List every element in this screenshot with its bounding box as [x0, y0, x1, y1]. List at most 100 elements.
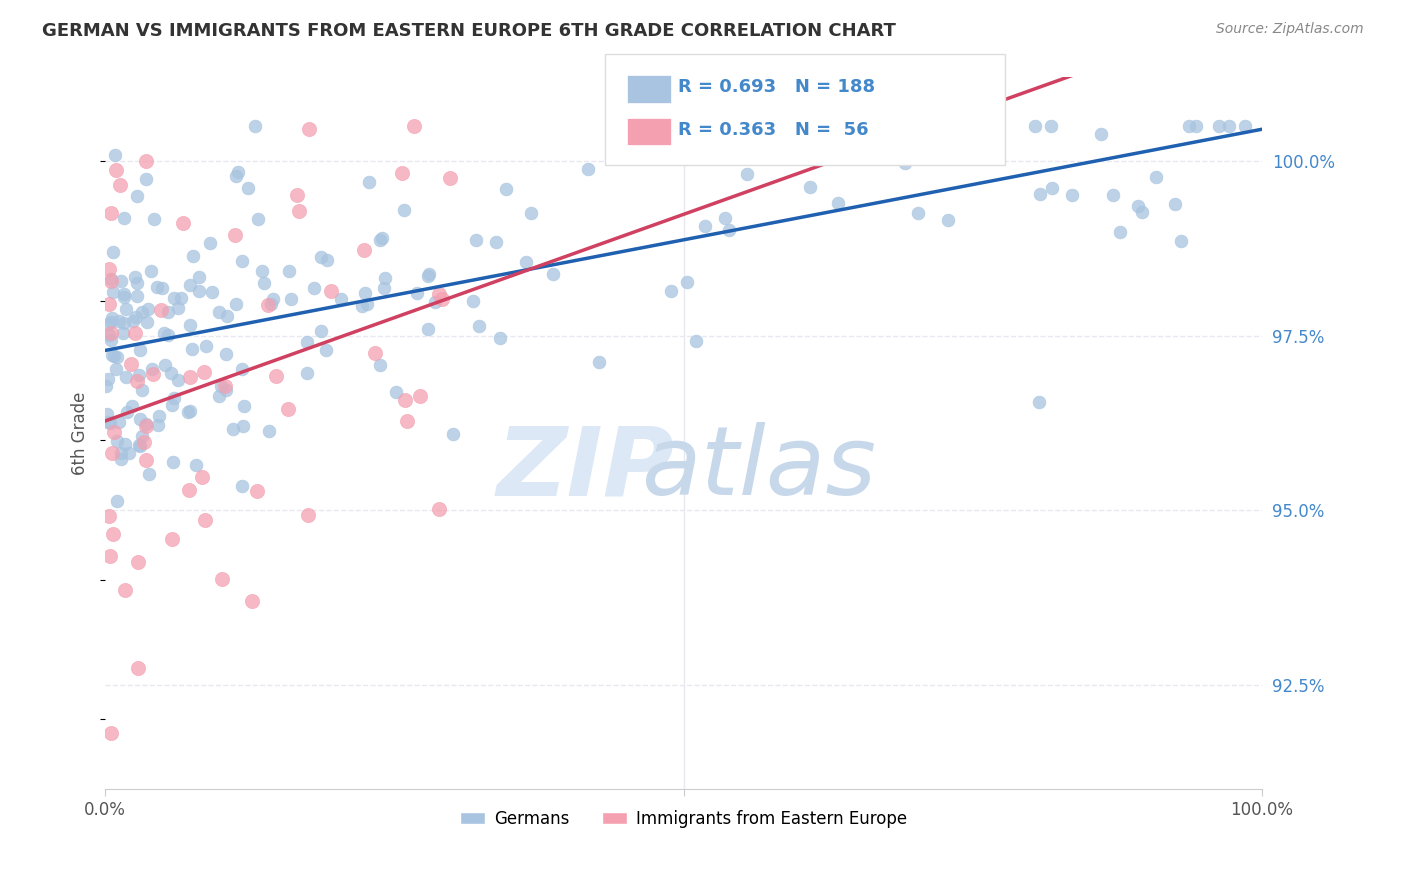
Point: [97, 372, 120, 386]
Point: [166, 301, 188, 315]
Point: [101, 285, 124, 299]
Point: [232, 400, 254, 414]
Point: [98, 509, 121, 524]
Point: [247, 212, 270, 227]
Point: [191, 470, 214, 484]
Point: [142, 367, 165, 381]
Point: [309, 324, 332, 338]
Point: [194, 339, 217, 353]
Point: [180, 343, 202, 357]
Point: [253, 276, 276, 290]
Point: [160, 398, 183, 412]
Point: [394, 392, 416, 407]
Text: ZIP: ZIP: [496, 423, 675, 516]
Point: [778, 122, 800, 136]
Point: [718, 223, 741, 237]
Point: [124, 269, 146, 284]
Point: [148, 409, 170, 423]
Point: [259, 297, 281, 311]
Point: [352, 299, 374, 313]
Point: [160, 367, 183, 381]
Point: [100, 549, 122, 563]
Point: [519, 206, 541, 220]
Point: [385, 385, 408, 400]
Point: [127, 555, 149, 569]
Point: [315, 343, 337, 358]
Point: [232, 419, 254, 434]
Point: [1029, 187, 1052, 202]
Point: [297, 508, 319, 522]
Point: [131, 383, 153, 397]
Point: [129, 439, 152, 453]
Text: atlas: atlas: [641, 423, 876, 516]
Point: [1130, 205, 1153, 219]
Legend: Germans, Immigrants from Eastern Europe: Germans, Immigrants from Eastern Europe: [454, 803, 914, 834]
Point: [827, 120, 849, 134]
Point: [231, 478, 253, 492]
Point: [1170, 235, 1192, 249]
Point: [108, 178, 131, 192]
Point: [262, 292, 284, 306]
Point: [1234, 120, 1257, 134]
Point: [194, 513, 217, 527]
Point: [1060, 188, 1083, 202]
Point: [737, 167, 759, 181]
Point: [127, 661, 149, 675]
Point: [893, 156, 915, 170]
Point: [101, 446, 124, 460]
Point: [515, 254, 537, 268]
Point: [278, 263, 301, 277]
Point: [330, 293, 353, 307]
Point: [404, 120, 426, 134]
Point: [153, 326, 176, 341]
Point: [685, 334, 707, 349]
Point: [246, 483, 269, 498]
Point: [211, 572, 233, 586]
Point: [825, 149, 848, 163]
Point: [100, 315, 122, 329]
Point: [277, 402, 299, 417]
Point: [160, 532, 183, 546]
Point: [231, 362, 253, 376]
Point: [468, 318, 491, 333]
Point: [153, 359, 176, 373]
Point: [104, 163, 127, 178]
Point: [221, 422, 243, 436]
Point: [669, 120, 692, 134]
Point: [215, 383, 238, 397]
Point: [157, 305, 180, 319]
Point: [356, 296, 378, 310]
Point: [135, 154, 157, 169]
Point: [439, 170, 461, 185]
Point: [1178, 120, 1201, 134]
Point: [373, 280, 395, 294]
Point: [104, 148, 127, 162]
Point: [302, 281, 325, 295]
Point: [1028, 395, 1050, 409]
Point: [1126, 199, 1149, 213]
Point: [118, 445, 141, 459]
Point: [111, 326, 134, 340]
Point: [661, 284, 683, 298]
Point: [117, 405, 139, 419]
Point: [1039, 120, 1062, 134]
Point: [112, 211, 135, 225]
Point: [135, 172, 157, 186]
Point: [198, 236, 221, 251]
Point: [143, 211, 166, 226]
Point: [214, 379, 236, 393]
Point: [418, 268, 440, 283]
Point: [149, 302, 172, 317]
Point: [105, 494, 128, 508]
Text: R = 0.693   N = 188: R = 0.693 N = 188: [678, 78, 875, 96]
Point: [184, 458, 207, 472]
Point: [177, 483, 200, 498]
Point: [370, 233, 392, 247]
Point: [406, 286, 429, 301]
Point: [257, 424, 280, 438]
Point: [858, 128, 880, 143]
Point: [287, 188, 309, 202]
Point: [429, 286, 451, 301]
Point: [416, 322, 439, 336]
Point: [146, 417, 169, 432]
